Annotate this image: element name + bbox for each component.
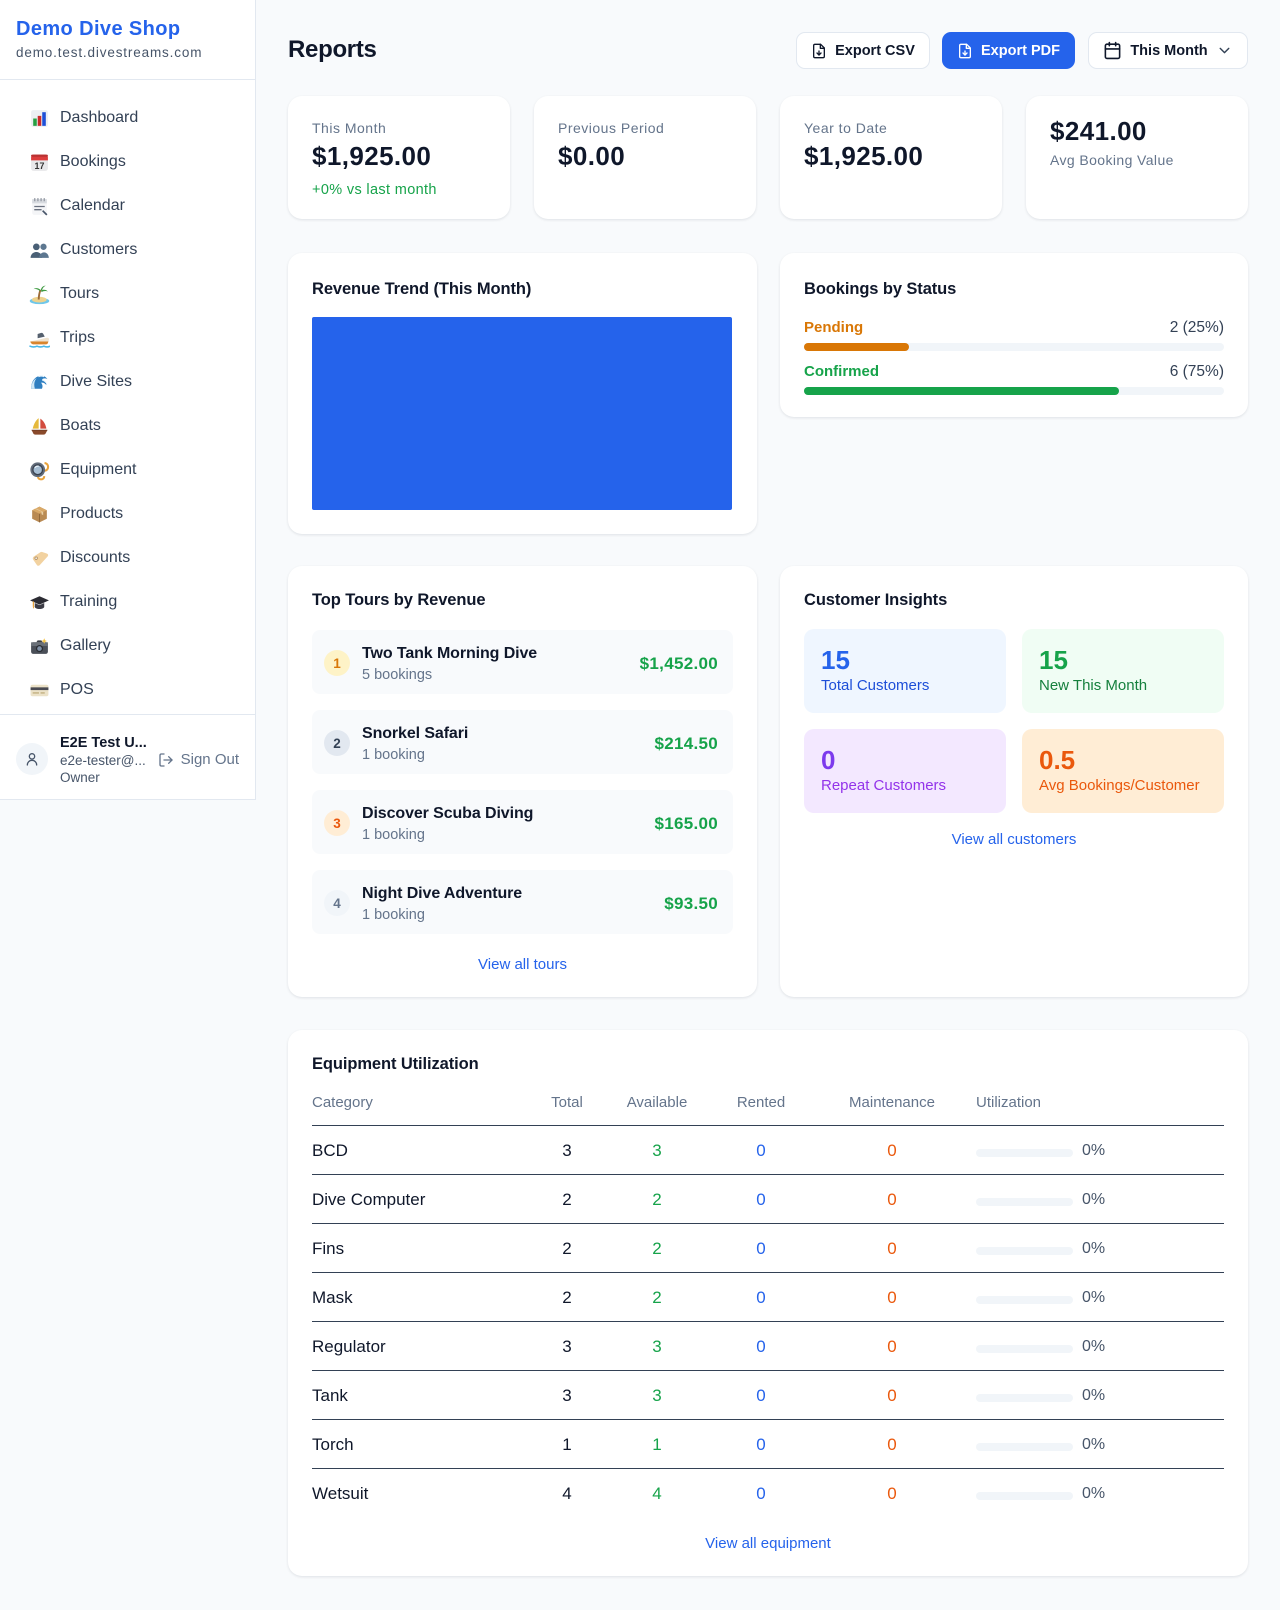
svg-text:17: 17 — [35, 160, 45, 170]
